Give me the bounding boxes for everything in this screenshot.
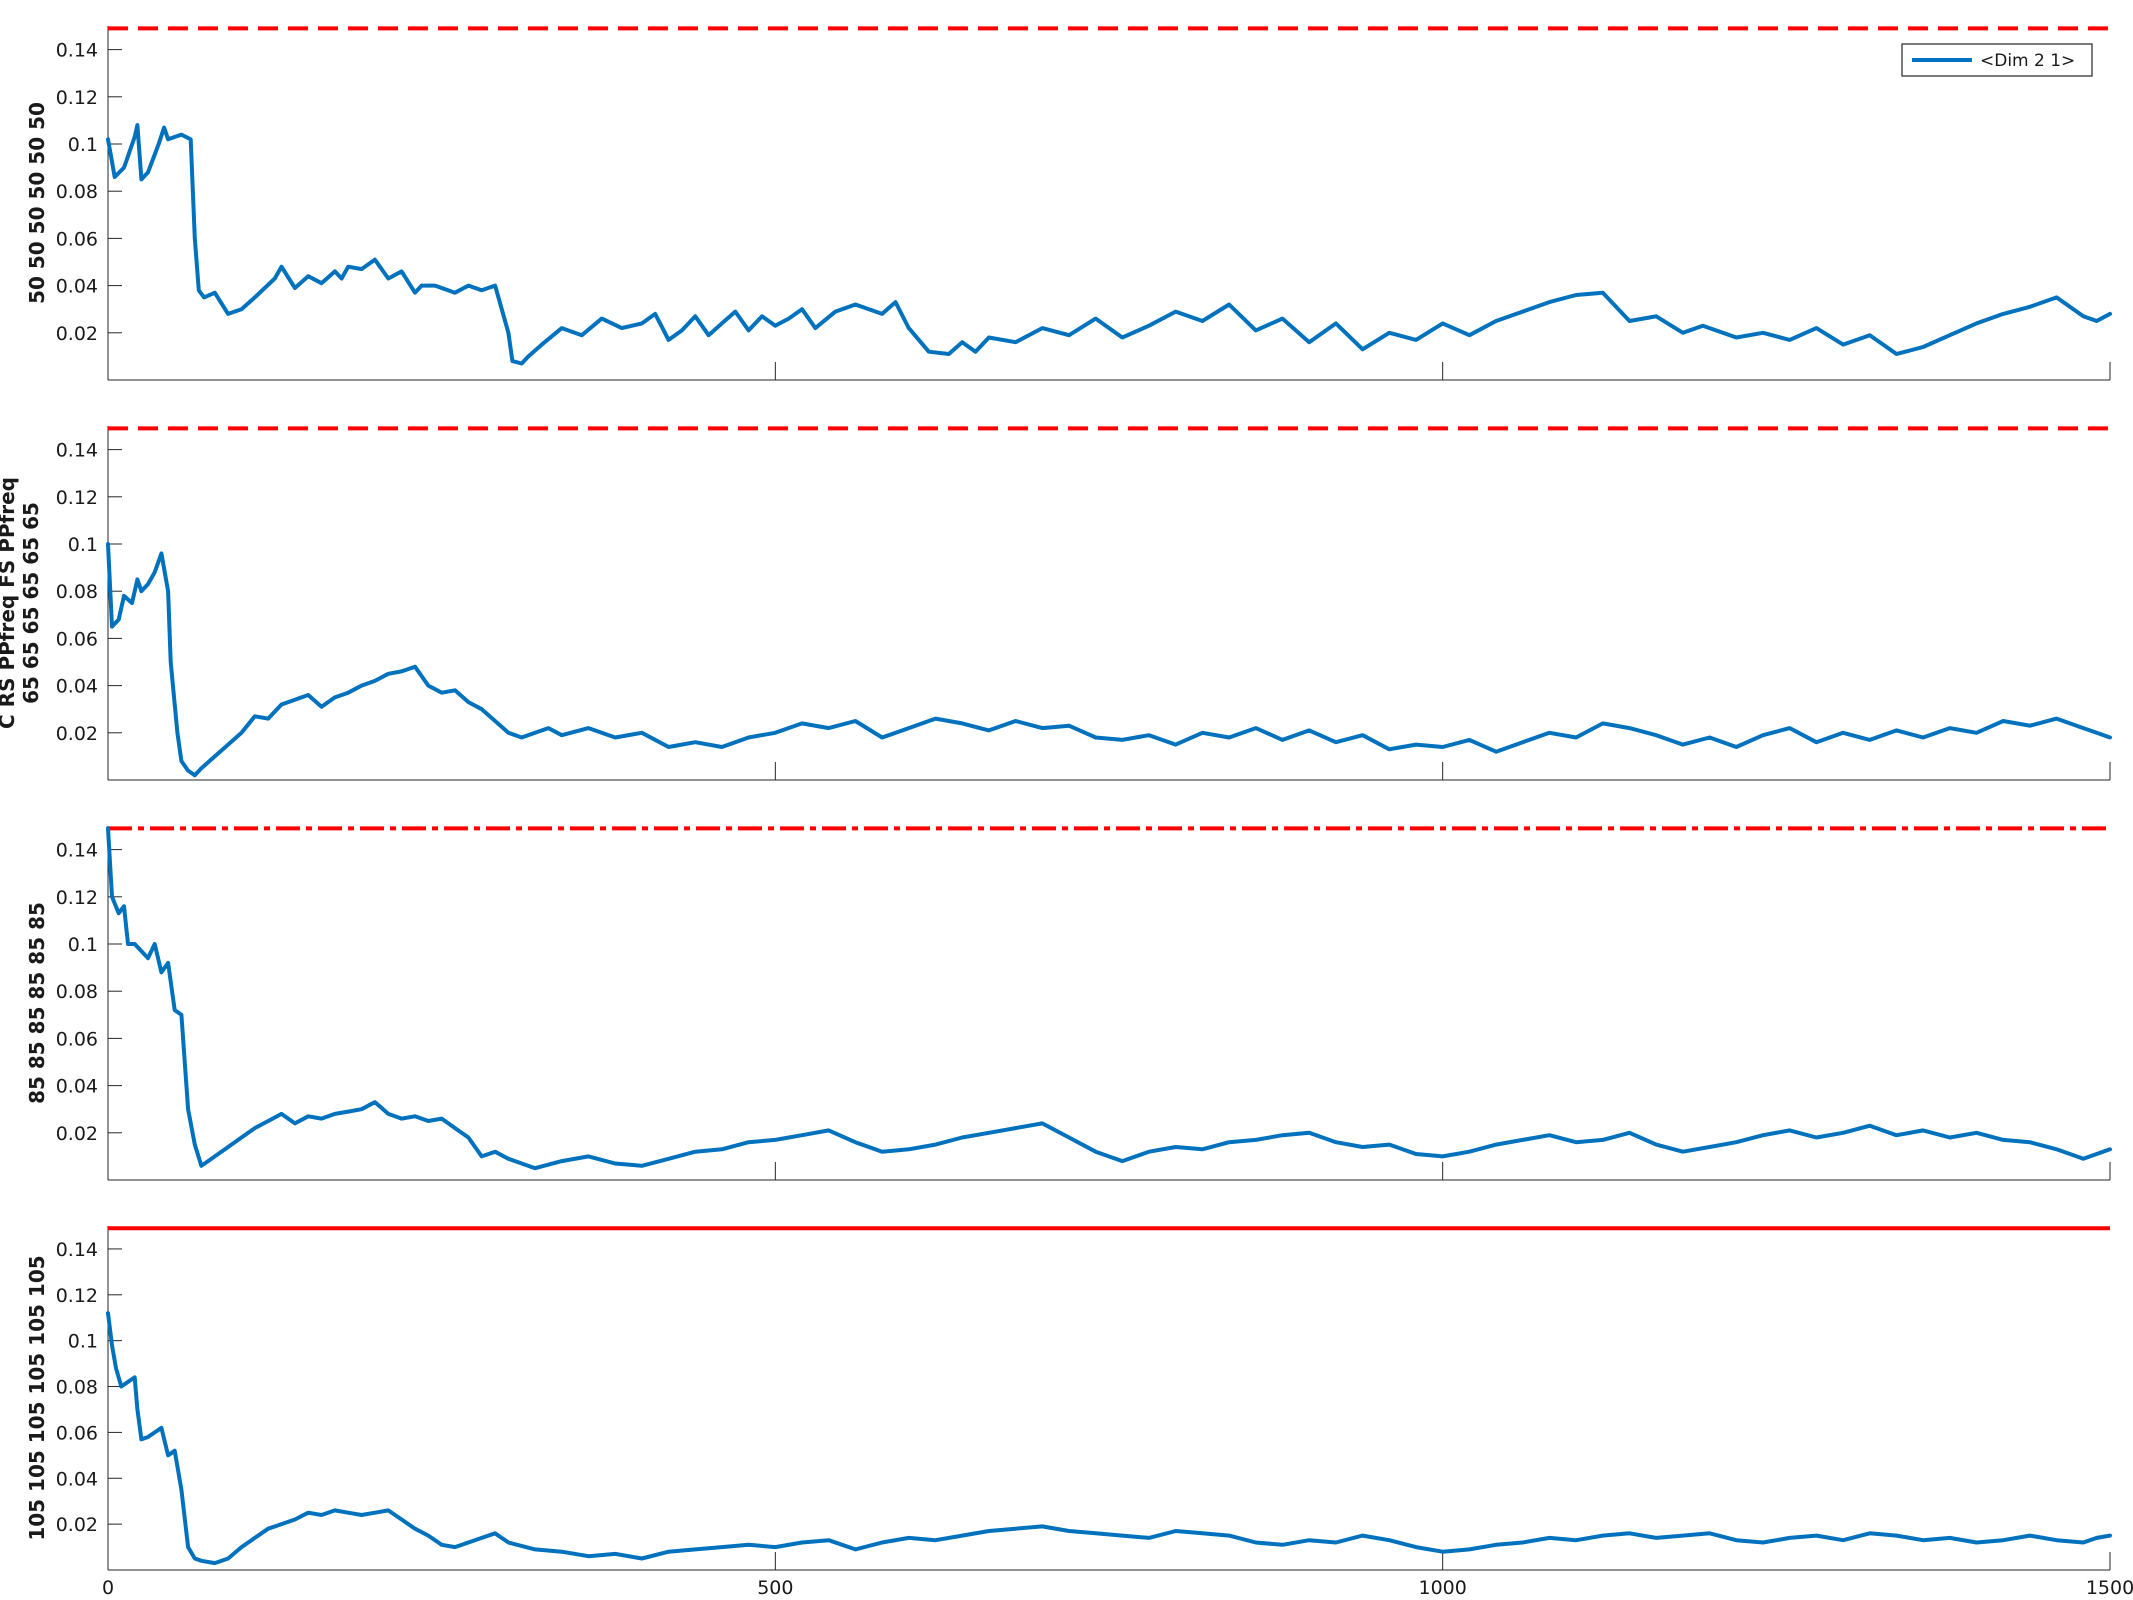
legend: <Dim 2 1> [1901, 43, 2093, 77]
y-tick-label: 0.12 [56, 87, 98, 109]
y-tick-label: 0.1 [68, 934, 98, 956]
panel-2: 0.02 0.04 0.06 0.08 0.1 0.12 0.14 C RS PPfreq F… [0, 426, 2112, 781]
y-axis-label-line: C RS PPfreq FS PPfreq [0, 477, 19, 729]
series-line [106, 123, 2112, 366]
y-tick-label: 0.06 [56, 1028, 98, 1050]
y-tick-label: 0.14 [56, 40, 98, 62]
panel-3: 0.02 0.04 0.06 0.08 0.1 0.12 0.14 85 85 85 85 8… [25, 826, 2112, 1181]
y-tick-label: 0.12 [56, 487, 98, 509]
y-tick-label: 0.02 [56, 1514, 98, 1536]
y-tick-label: 0.08 [56, 981, 98, 1003]
y-axis-label: 85 85 85 85 85 85 [25, 902, 49, 1104]
panel-1: 0.02 0.04 0.06 0.08 0.1 0.12 0.14 50 50 50 50 5… [25, 26, 2112, 381]
legend-label: <Dim 2 1> [1980, 51, 2075, 71]
y-tick-label: 0.08 [56, 581, 98, 603]
y-axis-label-line: 50 50 50 50 50 50 [25, 102, 49, 304]
y-axis-label-line: 105 105 105 105 105 105 [25, 1255, 49, 1540]
series-line [106, 1311, 2112, 1566]
panel-4: 0.02 0.04 0.06 0.08 0.1 0.12 0.14 0 500 1000 1500 1… [25, 1226, 2133, 1599]
y-tick-label: 0.12 [56, 887, 98, 909]
y-axis-label: 105 105 105 105 105 105 [25, 1255, 49, 1540]
y-tick-label: 0.02 [56, 1123, 98, 1145]
y-tick-label: 0.14 [56, 440, 98, 462]
y-tick-label: 0.08 [56, 181, 98, 203]
y-tick-label: 0.06 [56, 228, 98, 250]
y-tick-label: 0.04 [56, 1076, 98, 1098]
y-axis-label-line: 85 85 85 85 85 85 [25, 902, 49, 1104]
y-tick-label: 0.04 [56, 676, 98, 698]
y-tick-label: 0.08 [56, 1377, 98, 1399]
series-line [106, 826, 2112, 1171]
y-tick-label: 0.14 [56, 840, 98, 862]
y-tick-label: 0.04 [56, 1468, 98, 1490]
y-axis-label: C RS PPfreq FS PPfreq65 65 65 65 65 65 [0, 477, 43, 729]
y-tick-label: 0.14 [56, 1239, 98, 1261]
y-tick-label: 0.04 [56, 276, 98, 298]
y-tick-label: 0.1 [68, 534, 98, 556]
x-tick-label: 0 [102, 1577, 114, 1599]
x-tick-label: 1500 [2086, 1577, 2133, 1599]
y-axis-label-line: 65 65 65 65 65 65 [19, 502, 43, 704]
y-tick-label: 0.1 [68, 134, 98, 156]
y-tick-label: 0.06 [56, 628, 98, 650]
y-axis-label: 50 50 50 50 50 50 [25, 102, 49, 304]
x-tick-label: 1000 [1418, 1577, 1466, 1599]
y-tick-label: 0.1 [68, 1331, 98, 1353]
y-tick-label: 0.02 [56, 723, 98, 745]
series-line [106, 542, 2112, 778]
y-tick-label: 0.06 [56, 1422, 98, 1444]
y-tick-label: 0.02 [56, 323, 98, 345]
y-tick-label: 0.12 [56, 1285, 98, 1307]
x-tick-label: 500 [757, 1577, 793, 1599]
